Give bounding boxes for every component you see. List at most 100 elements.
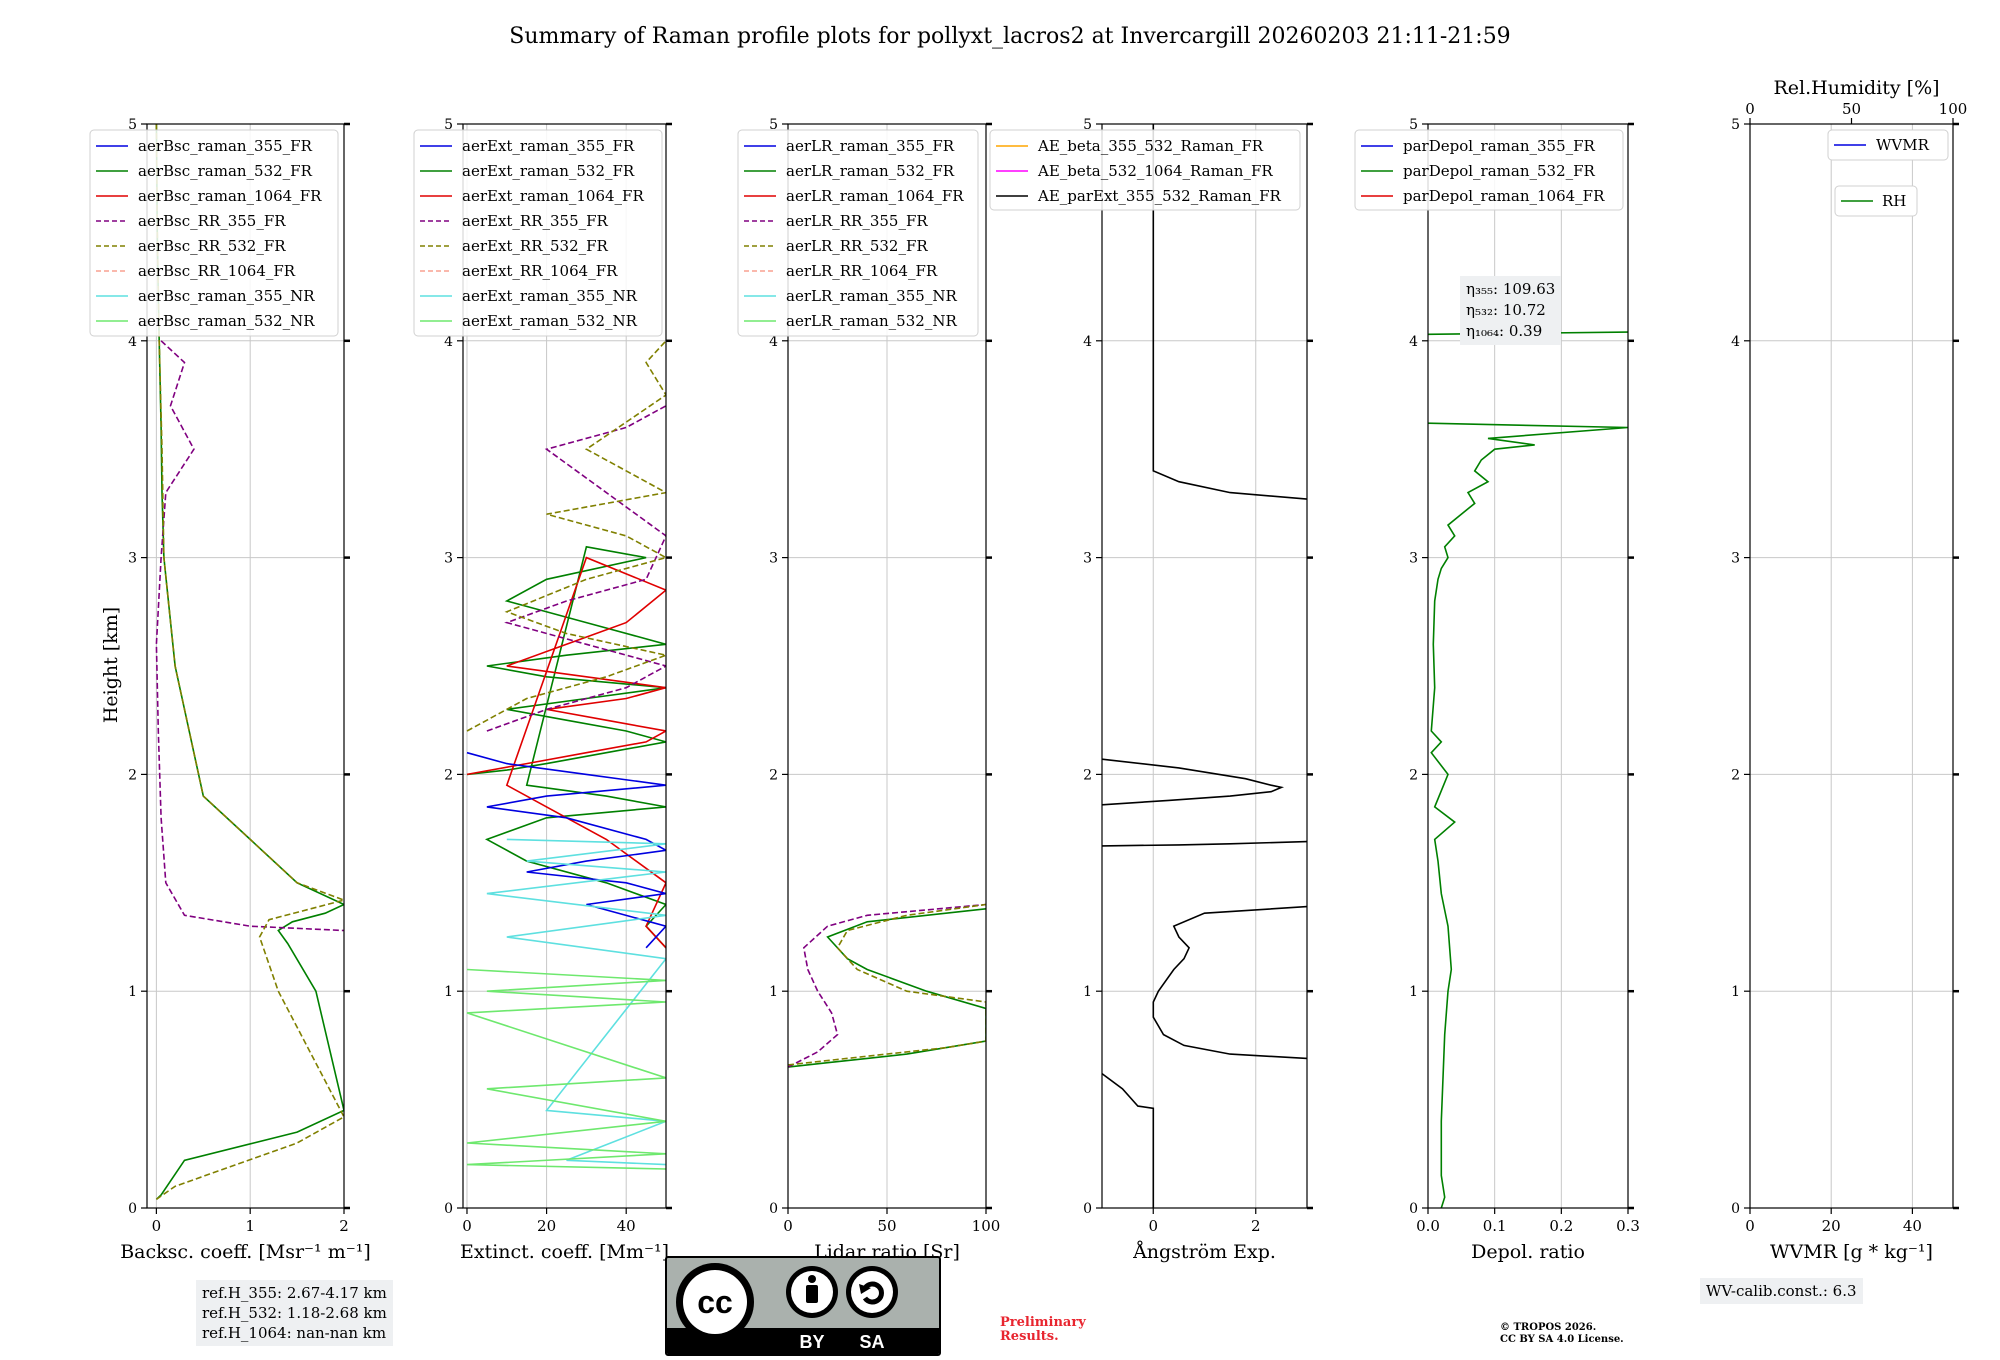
- legend-entry: aerExt_RR_355_FR: [462, 212, 609, 230]
- x-tick-label: 0: [783, 1217, 793, 1235]
- series-line-AE_parExt_355_532_Raman_FR: [1152, 124, 1307, 500]
- figure-title: Summary of Raman profile plots for polly…: [509, 24, 1510, 49]
- y-tick-label: 5: [1731, 117, 1740, 133]
- cc-sa-label: SA: [859, 1332, 884, 1352]
- legend-entry: aerBsc_RR_1064_FR: [138, 262, 296, 280]
- panel-2: 0 1 2 3 4 5 0 20 40 Extinct. coeff. [Mm⁻¹] aerExt_…: [413, 117, 672, 1263]
- x-axis-label: Depol. ratio: [1471, 1241, 1585, 1263]
- legend-entry: AE_parExt_355_532_Raman_FR: [1037, 187, 1282, 205]
- preliminary-line-2: Results.: [1000, 1329, 1059, 1344]
- legend-entry: aerLR_RR_1064_FR: [786, 262, 938, 280]
- copyright-note: © TROPOS 2026. CC BY SA 4.0 License.: [1500, 1322, 1624, 1346]
- series-line-aerLR_raman_532_FR: [788, 908, 986, 1068]
- y-tick-label: 0: [769, 1201, 778, 1217]
- x-tick-label: 0: [1148, 1217, 1158, 1235]
- y-tick-label: 0: [1083, 1201, 1092, 1217]
- legend-entry: aerBsc_RR_355_FR: [138, 212, 286, 230]
- x-tick-label: 0.3: [1616, 1217, 1640, 1235]
- x-tick-label: 40: [617, 1217, 636, 1235]
- series-group: [1102, 124, 1307, 1208]
- legend-entry: aerExt_raman_532_FR: [462, 162, 635, 180]
- x-axis-label: WVMR [g * kg⁻¹]: [1770, 1241, 1933, 1263]
- legend-entry: aerBsc_RR_532_FR: [138, 237, 286, 255]
- y-tick-label: 1: [1409, 984, 1418, 1000]
- legend-entry: aerLR_raman_355_NR: [786, 287, 957, 305]
- legend-entry: AE_beta_355_532_Raman_FR: [1037, 137, 1264, 155]
- y-tick-label: 3: [128, 551, 137, 567]
- top-x-tick-label: 50: [1842, 100, 1861, 118]
- legend-entry: aerExt_RR_532_FR: [462, 237, 609, 255]
- preliminary-note: Preliminary Results.: [1000, 1316, 1086, 1344]
- y-tick-label: 0: [1731, 1201, 1740, 1217]
- series-group: [788, 903, 986, 1068]
- legend-entry: aerLR_RR_532_FR: [786, 237, 928, 255]
- top-x-tick-label: 100: [1939, 100, 1968, 118]
- legend-entry: AE_beta_532_1064_Raman_FR: [1037, 162, 1273, 180]
- cc-by-label: BY: [799, 1332, 824, 1352]
- series-line-aerExt_RR_532_FR: [466, 340, 666, 732]
- panel-1: 0 1 2 3 4 5 0 1 2 Backsc. coeff. [Msr⁻¹ m⁻¹] aerBs…: [89, 117, 371, 1263]
- series-line-aerLR_RR_355_FR: [788, 903, 986, 1068]
- cc-text: cc: [697, 1284, 733, 1320]
- legend-entry: aerLR_raman_1064_FR: [786, 187, 964, 205]
- y-tick-label: 2: [1409, 767, 1418, 783]
- axes-frame: [1101, 123, 1308, 1209]
- x-tick-label: 1: [245, 1217, 255, 1235]
- y-tick-label: 5: [444, 117, 453, 133]
- eta-532: η₅₃₂: 10.72: [1466, 301, 1546, 319]
- y-tick-label: 5: [769, 117, 778, 133]
- wv-calib-box: WV-calib.const.: 6.3: [1700, 1278, 1863, 1304]
- y-tick-label: 5: [1083, 117, 1092, 133]
- y-tick-label: 3: [444, 551, 453, 567]
- series-line-AE_parExt_355_532_Raman_FR: [1102, 758, 1285, 806]
- series-group: [155, 124, 344, 1200]
- x-tick-label: 2: [339, 1217, 349, 1235]
- eta-box: η₃₅₅: 109.63 η₅₃₂: 10.72 η₁₀₆₄: 0.39: [1460, 276, 1562, 345]
- legend-box: [989, 129, 1301, 211]
- y-tick-label: 4: [1731, 334, 1740, 350]
- y-tick-label: 0: [444, 1201, 453, 1217]
- legend-entry: aerLR_RR_355_FR: [786, 212, 928, 230]
- sa-icon: [846, 1266, 898, 1318]
- series-line-aerLR_RR_532_FR: [788, 903, 986, 1066]
- panel-5: 0 1 2 3 4 5 0.0 0.1 0.2 0.3 Depol. ratio parDepol_r…: [1354, 117, 1640, 1263]
- ref-h-532: ref.H_532: 1.18-2.68 km: [202, 1304, 387, 1322]
- legend-box: [1827, 129, 1949, 161]
- y-tick-label: 3: [1409, 551, 1418, 567]
- panel-4: 0 1 2 3 4 5 0 2 Ångström Exp. AE_beta_355_532_Ram…: [989, 117, 1313, 1263]
- y-tick-label: 2: [1083, 767, 1092, 783]
- axes-frame: [1749, 123, 1954, 1209]
- y-tick-label: 4: [1409, 334, 1418, 350]
- series-line-aerBsc_raman_532_FR: [155, 124, 344, 1200]
- legend-entry: aerLR_raman_532_FR: [786, 162, 955, 180]
- x-tick-label: 50: [877, 1217, 896, 1235]
- x-tick-label: 2: [1251, 1217, 1261, 1235]
- series-line-AE_parExt_355_532_Raman_FR: [1152, 905, 1307, 1060]
- legend-entry: aerBsc_raman_355_FR: [138, 137, 313, 155]
- x-tick-label: 0.2: [1549, 1217, 1573, 1235]
- series-line-aerExt_raman_1064_FR: [466, 556, 666, 949]
- y-tick-label: 2: [128, 767, 137, 783]
- series-line-aerExt_raman_355_NR: [486, 838, 666, 1166]
- top-x-tick-label: 0: [1745, 100, 1755, 118]
- legend-entry: parDepol_raman_355_FR: [1403, 137, 1596, 155]
- y-tick-label: 0: [1409, 1201, 1418, 1217]
- y-tick-label: 4: [128, 334, 137, 350]
- series-line-aerExt_raman_532_FR: [466, 545, 666, 949]
- legend-entry: aerLR_raman_532_NR: [786, 312, 957, 330]
- legend-box: [1354, 129, 1624, 211]
- series-line-aerBsc_RR_532_FR: [155, 124, 344, 1200]
- series-line-aerBsc_RR_355_FR: [155, 340, 344, 932]
- eta-355: η₃₅₅: 109.63: [1466, 280, 1556, 298]
- series-line-aerExt_raman_355_FR: [466, 751, 666, 949]
- legend-entry: aerLR_raman_355_FR: [786, 137, 955, 155]
- legend-entry: aerBsc_raman_532_FR: [138, 162, 313, 180]
- x-axis-label: Extinct. coeff. [Mm⁻¹]: [460, 1241, 669, 1263]
- legend-box: [413, 129, 663, 337]
- y-tick-label: 2: [769, 767, 778, 783]
- legend-box: [89, 129, 339, 337]
- axes-frame: [146, 123, 345, 1209]
- series-group: [466, 340, 666, 1170]
